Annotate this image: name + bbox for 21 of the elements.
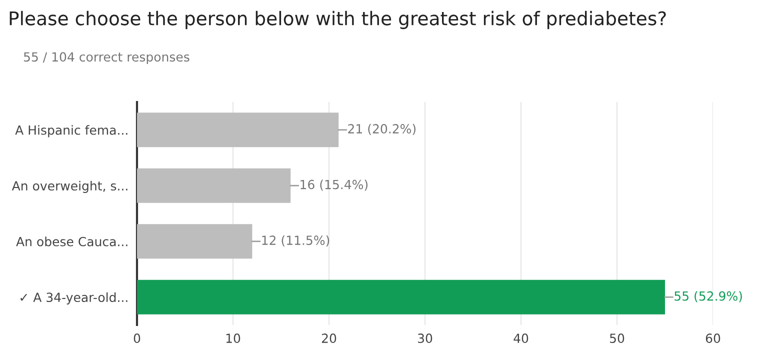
chart-subtitle: 55 / 104 correct responses <box>24 52 190 64</box>
y-tick-label: ✓ A 34-year-old... <box>20 292 128 304</box>
y-tick-label: An overweight, s... <box>12 180 128 193</box>
x-tick-label: 10 <box>226 334 240 344</box>
y-tick-label: A Hispanic fema... <box>15 125 128 138</box>
x-tick-label: 50 <box>610 334 624 344</box>
data-label: 55 (52.9%) <box>674 291 742 302</box>
x-tick-label: 40 <box>514 334 528 344</box>
bar <box>137 280 665 314</box>
x-tick-label: 60 <box>706 334 720 344</box>
bar <box>137 168 291 203</box>
bar <box>137 112 339 148</box>
data-label: 12 (11.5%) <box>262 235 330 246</box>
data-label: 16 (15.4%) <box>300 180 368 191</box>
bar <box>137 224 252 259</box>
x-tick-label: 0 <box>134 334 140 344</box>
x-tick-label: 30 <box>418 334 432 344</box>
data-label: 21 (20.2%) <box>348 124 416 135</box>
x-tick-label: 20 <box>322 334 336 344</box>
chart-title: Please choose the person below with the greatest risk of prediabetes? <box>10 10 666 30</box>
y-tick-label: An obese Cauca... <box>16 236 128 246</box>
